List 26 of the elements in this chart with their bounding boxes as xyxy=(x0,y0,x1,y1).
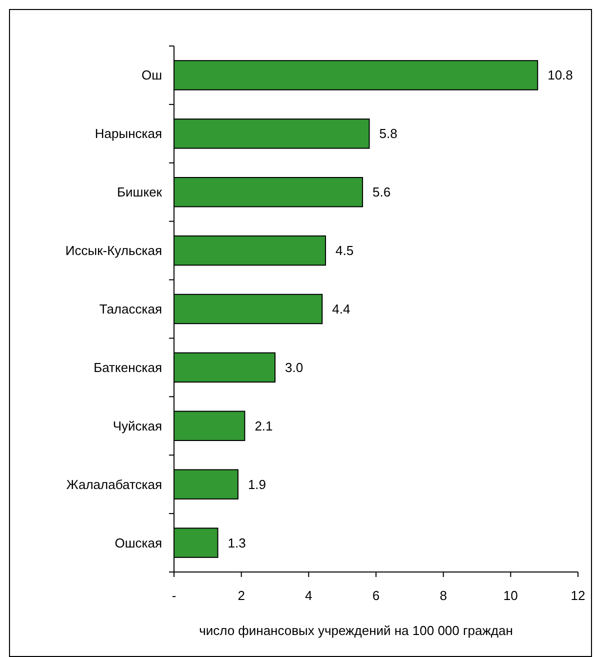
data-label: 3.0 xyxy=(285,360,304,375)
x-tick-label: 8 xyxy=(440,588,447,603)
y-tick-label: Жалалабатская xyxy=(66,476,162,492)
y-tick-label: Ош xyxy=(141,68,162,83)
x-tick-label: 6 xyxy=(372,588,380,603)
y-tick-label: Таласская xyxy=(99,302,162,316)
y-tick-label: Нарынская xyxy=(94,126,162,142)
data-label: 4.5 xyxy=(336,243,354,258)
x-tick-label: 4 xyxy=(305,588,312,603)
y-tick-label: Бишкек xyxy=(117,184,162,200)
x-tick-label: 10 xyxy=(503,588,518,603)
x-axis-title: число финансовых учреждений на 100 000 граждан xyxy=(199,623,513,638)
y-tick-label: Ошская xyxy=(114,535,162,550)
y-tick-label: Иссык-Кульская xyxy=(65,243,162,258)
data-label: 1.9 xyxy=(248,476,266,492)
data-label: 2.1 xyxy=(254,418,273,434)
data-label: 4.4 xyxy=(332,302,350,316)
data-label: 1.3 xyxy=(228,535,246,550)
y-tick-label: Баткенская xyxy=(94,360,162,375)
data-label: 5.6 xyxy=(372,184,391,200)
x-tick-label: 12 xyxy=(570,588,586,603)
data-label: 10.8 xyxy=(548,68,573,83)
data-label: 5.8 xyxy=(379,126,398,142)
y-tick-label: Чуйская xyxy=(112,418,162,434)
x-tick-label: - xyxy=(172,588,176,603)
x-tick-label: 2 xyxy=(238,588,245,603)
